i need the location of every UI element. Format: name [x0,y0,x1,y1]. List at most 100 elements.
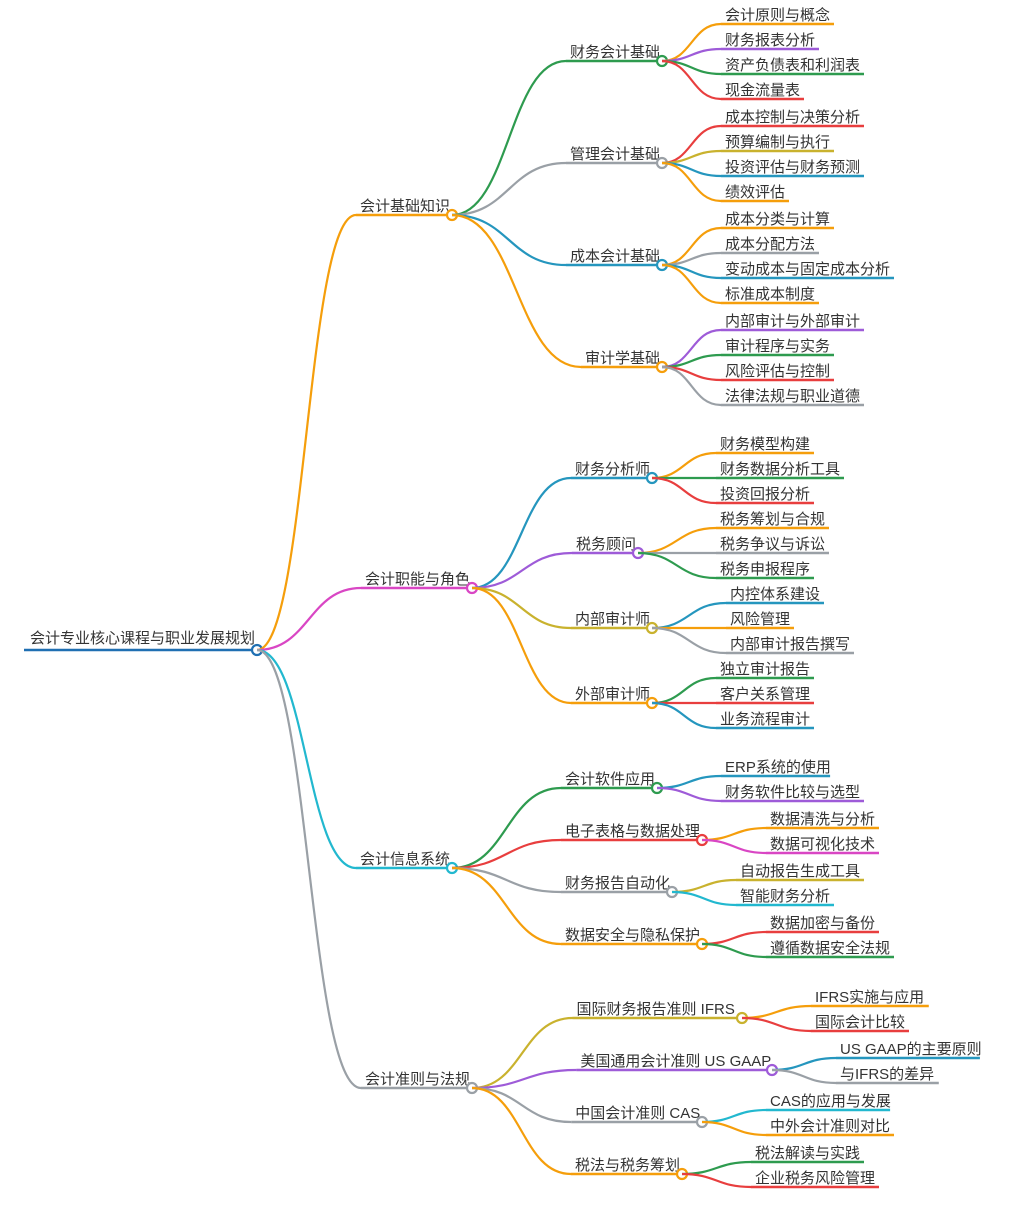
edge-l3 [657,776,721,788]
edge-l3 [652,678,716,703]
branch-l2-label: 税务顾问 [576,536,636,553]
leaf-label: 内控体系建设 [730,586,820,603]
edge-l1 [257,215,356,650]
branch-l2-label: 会计软件应用 [565,770,655,788]
branch-l2-label: 电子表格与数据处理 [565,823,700,840]
leaf-label: 智能财务分析 [740,887,830,905]
branch-l2-label: 税法与税务筹划 [575,1157,680,1174]
leaf-label: 税务申报程序 [720,561,810,578]
leaf-label: 数据可视化技术 [770,836,875,853]
edge-l3 [652,703,716,728]
edge-l3 [638,553,716,578]
branch-l2-label: 国际财务报告准则 IFRS [577,1001,735,1018]
leaf-label: 税务争议与诉讼 [720,535,825,553]
edge-l2 [472,588,571,703]
leaf-label: 资产负债表和利润表 [725,57,860,74]
leaf-label: CAS的应用与发展 [770,1092,891,1110]
edge-l3 [742,1006,811,1018]
branch-l2-label: 财务报告自动化 [565,875,670,892]
edge-l2 [472,1018,573,1088]
leaf-label: 投资回报分析 [720,486,810,503]
edge-l3 [702,932,766,944]
leaf-label: 与IFRS的差异 [840,1066,934,1083]
leaf-label: 遵循数据安全法规 [770,939,890,957]
edge-l3 [682,1174,751,1187]
leaf-label: 审计程序与实务 [725,338,830,355]
branch-l2-label: 成本会计基础 [570,248,660,265]
leaf-label: 内部审计报告撰写 [730,636,850,653]
branch-l2-label: 审计学基础 [585,350,660,367]
leaf-label: 标准成本制度 [725,286,815,303]
edge-l2 [452,215,566,265]
edge-l1 [257,588,361,650]
leaf-label: 税务筹划与合规 [720,511,825,528]
edge-l3 [652,478,716,503]
branch-l1-label: 会计基础知识 [360,198,450,215]
branch-l2-label: 外部审计师 [575,686,650,703]
edge-l3 [652,628,726,653]
edge-l3 [772,1058,836,1070]
edge-l3 [638,528,716,553]
leaf-label: 变动成本与固定成本分析 [725,261,890,278]
branch-l1-label: 会计准则与法规 [365,1071,470,1088]
branch-l2-label: 内部审计师 [575,611,650,628]
leaf-label: 自动报告生成工具 [740,863,860,880]
leaf-label: 现金流量表 [725,82,800,99]
mindmap-diagram: 会计专业核心课程与职业发展规划 会计基础知识 财务会计基础 会计原则与概念财务报表分析… [0,0,1010,1210]
leaf-label: IFRS实施与应用 [815,988,924,1006]
leaf-label: 预算编制与执行 [725,133,830,151]
leaf-label: 财务模型构建 [720,436,810,453]
leaf-label: 法律法规与职业道德 [725,387,860,405]
leaf-label: 内部审计与外部审计 [725,313,860,330]
branch-l2-label: 中国会计准则 CAS [575,1105,700,1122]
edge-l3 [652,603,726,628]
edge-l3 [742,1018,811,1031]
leaf-label: ERP系统的使用 [725,759,831,776]
edge-l2 [472,588,571,628]
edge-l3 [702,840,766,853]
edge-l3 [672,892,736,905]
edge-l1 [257,650,361,1088]
leaf-label: 数据加密与备份 [770,915,875,932]
leaf-label: 风险评估与控制 [725,363,830,380]
edge-l2 [472,1088,571,1174]
edge-l3 [657,788,721,801]
leaf-label: 中外会计准则对比 [770,1118,890,1135]
leaf-label: 财务报表分析 [725,32,815,49]
edge-l3 [652,453,716,478]
edge-l3 [702,828,766,840]
leaf-label: US GAAP的主要原则 [840,1041,982,1058]
leaf-label: 会计原则与概念 [725,6,830,24]
leaf-label: 成本控制与决策分析 [725,109,860,126]
branch-l1-label: 会计信息系统 [360,851,450,868]
edge-l2 [452,215,581,367]
edge-l2 [452,788,561,868]
edge-l3 [772,1070,836,1083]
leaf-label: 财务数据分析工具 [720,461,840,478]
edge-l2 [472,553,572,588]
edge-l2 [452,61,566,215]
leaf-label: 财务软件比较与选型 [725,783,860,801]
leaf-label: 成本分类与计算 [725,210,830,228]
branch-l2-label: 美国通用会计准则 US GAAP [580,1053,771,1070]
edge-l3 [702,944,766,957]
leaf-label: 风险管理 [730,611,790,628]
edge-l2 [452,163,566,215]
edge-l2 [472,1088,571,1122]
leaf-label: 客户关系管理 [720,686,810,703]
leaf-label: 企业税务风险管理 [755,1169,875,1187]
leaf-label: 投资评估与财务预测 [725,159,860,176]
branch-l1-label: 会计职能与角色 [365,571,470,588]
edge-l3 [702,1122,766,1135]
leaf-label: 独立审计报告 [720,661,810,678]
leaf-label: 数据清洗与分析 [770,811,875,828]
edge-l3 [682,1162,751,1174]
branch-l2-label: 管理会计基础 [570,146,660,163]
leaf-label: 国际会计比较 [815,1013,905,1031]
branch-l2-label: 数据安全与隐私保护 [565,926,700,944]
leaf-label: 税法解读与实践 [755,1145,860,1162]
leaf-label: 绩效评估 [725,184,785,201]
root-label: 会计专业核心课程与职业发展规划 [30,630,255,647]
edge-l1 [257,650,356,868]
branch-l2-label: 财务会计基础 [570,44,660,61]
